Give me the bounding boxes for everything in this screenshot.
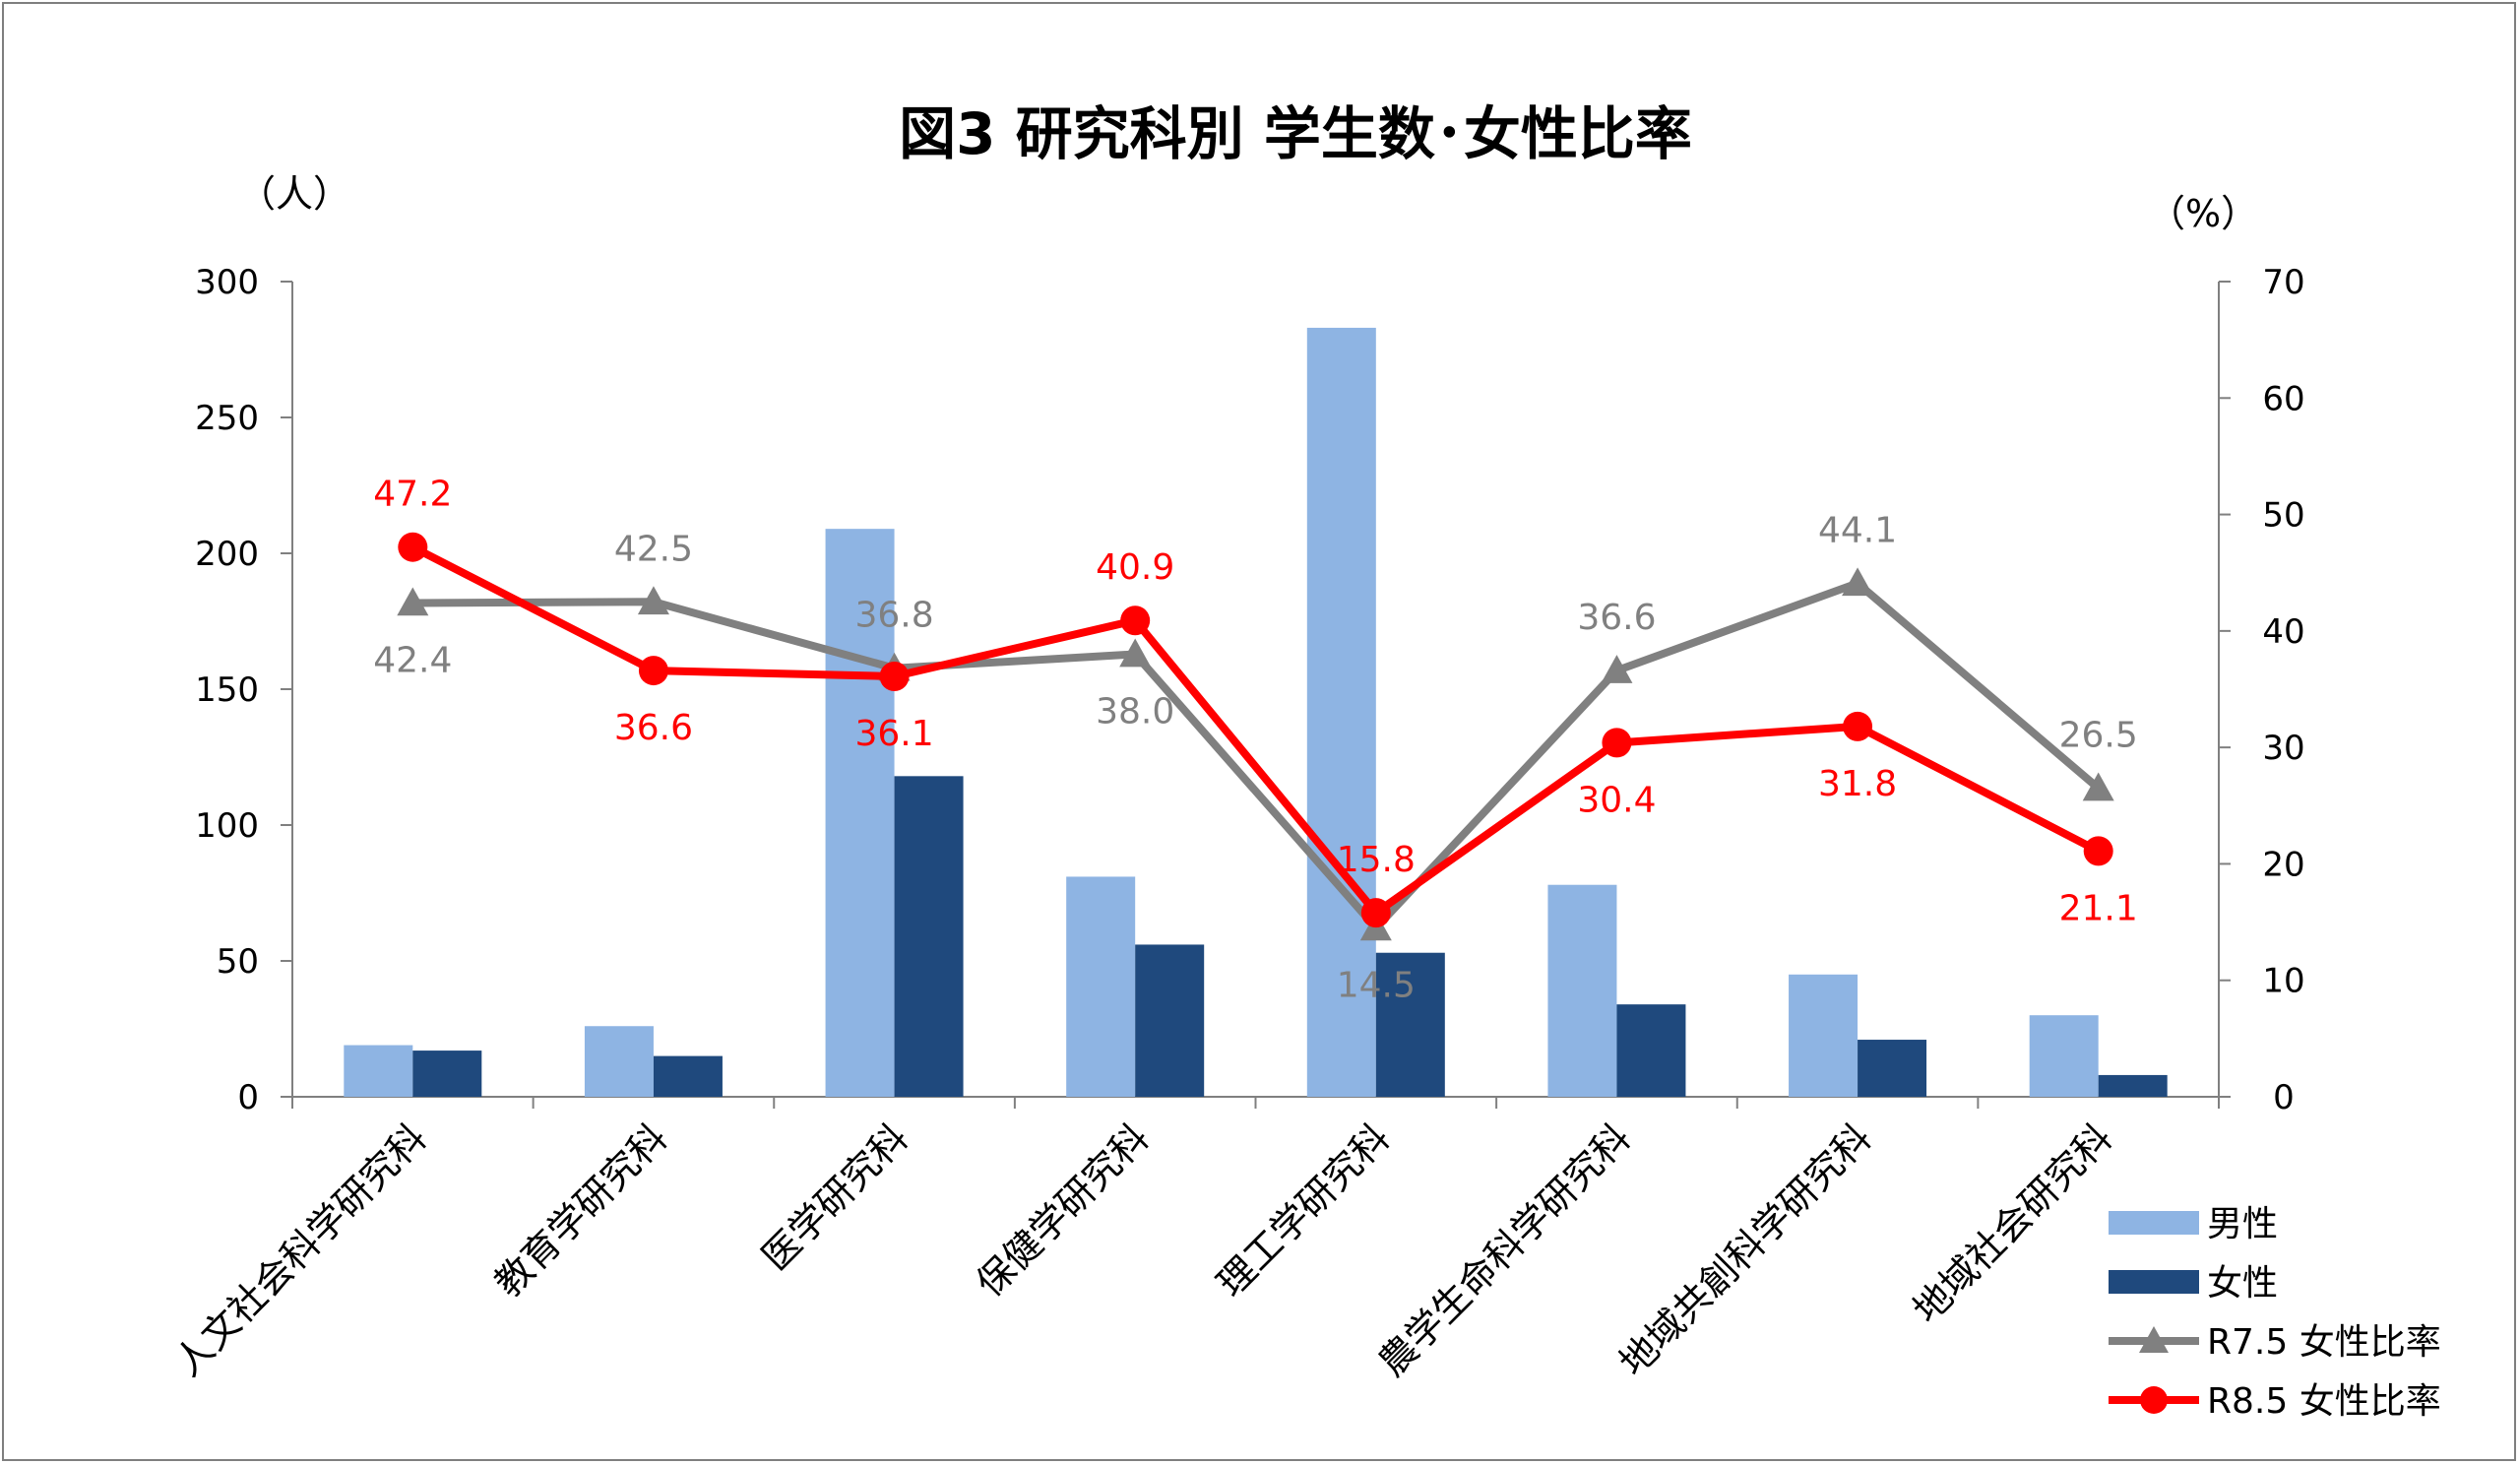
r7-ratio-marker: [397, 587, 429, 616]
r7-data-label: 36.8: [854, 596, 933, 636]
legend-triangle-icon: [2139, 1326, 2169, 1353]
r8-data-label: 30.4: [1577, 780, 1656, 820]
right-tick-label: 40: [2262, 612, 2304, 652]
legend-circle-icon: [2140, 1386, 2168, 1414]
category-label: 人文社会科学研究科: [166, 1115, 435, 1384]
r7-data-label: 42.4: [373, 640, 452, 680]
left-tick-label: 250: [195, 399, 259, 438]
bar-male: [584, 1026, 654, 1097]
left-axis-unit: （人）: [238, 172, 350, 216]
category-label: 地域共創科学研究科: [1610, 1115, 1879, 1384]
bar-female: [653, 1055, 723, 1097]
r8-data-label: 15.8: [1337, 840, 1416, 880]
chart-title: 図3 研究科別 学生数･女性比率: [899, 100, 1692, 167]
bar-female: [1135, 944, 1205, 1097]
r7-data-label: 42.5: [614, 529, 693, 569]
left-tick-label: 50: [217, 942, 259, 982]
r7-data-label: 38.0: [1096, 692, 1174, 732]
r7-ratio-marker: [1119, 638, 1152, 668]
r8-ratio-marker: [638, 656, 668, 686]
category-label: 地域社会研究科: [1905, 1115, 2120, 1331]
chart-svg: 図3 研究科別 学生数･女性比率 （人） （%） 050100150200250…: [166, 100, 2441, 1422]
r8-ratio-marker: [1843, 711, 1873, 741]
r7-ratio-line: [412, 579, 2102, 932]
legend-swatch-female: [2109, 1270, 2199, 1294]
legend-label: 男性: [2207, 1204, 2278, 1244]
r8-ratio-marker: [2083, 836, 2113, 866]
bar-female: [894, 776, 964, 1097]
bar-female: [2098, 1074, 2168, 1097]
r8-ratio-marker: [879, 661, 910, 691]
r8-ratio-marker: [1120, 605, 1151, 636]
r7-data-label: 14.5: [1337, 965, 1416, 1005]
left-tick-label: 300: [195, 263, 259, 302]
r8-data-label: 40.9: [1096, 547, 1174, 588]
right-tick-label: 0: [2273, 1078, 2295, 1117]
legend-label: R7.5 女性比率: [2207, 1322, 2441, 1363]
category-label: 理工学研究科: [1209, 1115, 1398, 1305]
right-tick-label: 20: [2262, 845, 2304, 884]
category-label: 保健学研究科: [968, 1115, 1157, 1305]
bar-male: [1306, 327, 1376, 1097]
bar-female: [1858, 1040, 1927, 1097]
category-labels-group: 人文社会科学研究科 教育学研究科 医学研究科 保健学研究科 理工学研究科農学生命科学研究…: [166, 1115, 2120, 1384]
right-tick-label: 10: [2262, 962, 2304, 1001]
r8-ratio-marker: [1360, 898, 1391, 928]
bar-female: [1375, 952, 1445, 1097]
bars-group: [344, 327, 2168, 1097]
bar-male: [1066, 876, 1136, 1097]
lines-group: [397, 532, 2114, 941]
r8-ratio-marker: [398, 532, 428, 562]
right-tick-label: 30: [2262, 729, 2304, 768]
r7-ratio-marker: [637, 586, 669, 615]
bar-female: [1616, 1004, 1686, 1097]
r8-data-label: 31.8: [1818, 764, 1897, 804]
r8-data-label: 36.1: [854, 714, 933, 754]
data-labels-group: 42.4 42.5 36.8 38.0 14.5 36.6 44.1 26.5 47.2 36.6…: [373, 475, 2138, 1006]
legend-swatch-male: [2109, 1211, 2199, 1235]
r8-ratio-line: [410, 543, 2101, 918]
right-tick-label: 70: [2262, 263, 2304, 302]
r7-ratio-marker: [2082, 772, 2114, 801]
category-label: 教育学研究科: [486, 1115, 675, 1305]
r7-ratio-marker: [1842, 567, 1874, 597]
bar-male: [1547, 884, 1617, 1097]
bar-male: [344, 1045, 413, 1097]
bar-male: [1789, 974, 1858, 1097]
axes-group: 0 50 100 150 200 250 300 0 10 20 30 40 50 60 70: [195, 263, 2305, 1117]
r8-data-label: 47.2: [373, 475, 452, 515]
r7-ratio-marker: [1601, 655, 1633, 683]
legend-label: R8.5 女性比率: [2207, 1381, 2441, 1422]
left-tick-label: 200: [195, 535, 259, 574]
right-tick-label: 60: [2262, 379, 2304, 418]
r7-data-label: 36.6: [1577, 598, 1656, 638]
category-label: 医学研究科: [753, 1115, 915, 1278]
r7-data-label: 44.1: [1818, 510, 1897, 550]
r8-ratio-marker: [1602, 728, 1632, 758]
bar-female: [412, 1051, 482, 1097]
legend-label: 女性: [2207, 1263, 2278, 1304]
left-tick-label: 0: [237, 1078, 259, 1117]
left-tick-label: 150: [195, 670, 259, 710]
category-label: 農学生命科学研究科: [1370, 1115, 1639, 1384]
bar-male: [825, 529, 895, 1097]
bar-male: [2029, 1015, 2099, 1097]
right-tick-label: 50: [2262, 496, 2304, 536]
r8-data-label: 36.6: [614, 708, 693, 748]
right-axis-unit: （%）: [2148, 192, 2258, 235]
left-tick-label: 100: [195, 806, 259, 846]
r8-data-label: 21.1: [2059, 888, 2138, 928]
r7-data-label: 26.5: [2059, 716, 2138, 756]
